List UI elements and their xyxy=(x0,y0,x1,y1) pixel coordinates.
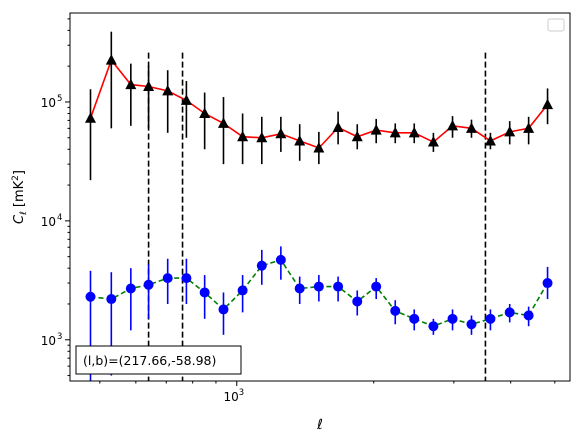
vlines-layer xyxy=(147,52,487,381)
data-point-triangle xyxy=(275,127,287,139)
y-tick-label-base: 10 xyxy=(41,215,56,229)
data-point-circle xyxy=(162,273,173,284)
data-point-circle xyxy=(523,310,534,321)
y-tick-label-exponent: 5 xyxy=(57,94,62,104)
y-tick-label: 10 5 xyxy=(41,94,63,110)
data-point-circle xyxy=(275,254,286,265)
data-point-triangle xyxy=(199,107,211,118)
y-tick-label-exponent: 3 xyxy=(57,332,62,342)
data-point-circle xyxy=(237,285,248,296)
data-point-triangle xyxy=(465,122,477,133)
data-point-circle xyxy=(504,307,515,318)
x-tick-label: 10 3 xyxy=(223,388,244,404)
x-tick-label-base: 10 xyxy=(223,390,238,404)
data-point-circle xyxy=(466,319,477,330)
y-axis-label: Cℓ [mK2] xyxy=(11,170,29,224)
data-point-circle xyxy=(106,294,117,305)
data-point-circle xyxy=(390,305,401,316)
y-tick-label: 10 3 xyxy=(41,332,63,348)
y-tick-label-base: 10 xyxy=(41,96,56,110)
data-point-circle xyxy=(256,260,267,271)
data-point-triangle xyxy=(217,117,229,128)
data-point-triangle xyxy=(484,134,496,146)
data-point-circle xyxy=(485,313,496,324)
data-point-triangle xyxy=(180,94,192,105)
data-point-circle xyxy=(352,296,363,307)
data-point-circle xyxy=(409,313,420,324)
data-point-triangle xyxy=(332,121,344,132)
series-2 xyxy=(85,246,553,381)
annotation-text: (l,b)=(217.66,-58.98) xyxy=(83,353,216,368)
data-point-circle xyxy=(218,304,229,315)
data-point-triangle xyxy=(370,124,382,135)
data-point-circle xyxy=(447,313,458,324)
data-point-circle xyxy=(294,283,305,294)
series-1 xyxy=(84,31,554,181)
data-point-circle xyxy=(428,321,439,332)
annotation-box-frame xyxy=(75,345,242,375)
y-tick-label-exponent: 4 xyxy=(57,213,62,223)
data-point-triangle xyxy=(504,125,516,137)
data-point-circle xyxy=(85,291,96,302)
data-point-triangle xyxy=(523,122,535,133)
data-point-triangle xyxy=(294,134,306,146)
data-point-triangle xyxy=(447,119,459,131)
data-point-circle xyxy=(143,279,154,290)
data-point-circle xyxy=(313,281,324,292)
series-layer xyxy=(84,31,554,381)
data-point-circle xyxy=(333,281,344,292)
data-point-triangle xyxy=(143,80,155,91)
data-point-triangle xyxy=(105,54,117,65)
y-tick-label: 10 4 xyxy=(41,213,63,229)
annotation-box: (l,b)=(217.66,-58.98) xyxy=(75,345,242,375)
data-point-triangle xyxy=(389,126,401,138)
data-point-circle xyxy=(199,287,210,298)
data-point-triangle xyxy=(351,130,363,142)
x-axis-label: ℓ xyxy=(316,417,323,433)
data-point-triangle xyxy=(237,130,249,142)
data-point-triangle xyxy=(125,78,137,90)
data-point-circle xyxy=(371,281,382,292)
ticks-layer xyxy=(65,18,556,386)
plot-frame xyxy=(69,12,571,382)
data-point-triangle xyxy=(313,142,325,153)
svg-text:Cℓ [mK2]: Cℓ [mK2] xyxy=(11,170,29,224)
data-point-triangle xyxy=(162,84,174,96)
data-point-triangle xyxy=(427,136,439,147)
data-point-circle xyxy=(181,273,192,284)
data-point-triangle xyxy=(542,98,554,110)
x-tick-label-exponent: 3 xyxy=(239,388,244,398)
data-point-triangle xyxy=(256,131,268,143)
data-point-circle xyxy=(542,278,553,289)
data-point-circle xyxy=(125,283,136,294)
y-tick-label-base: 10 xyxy=(41,334,56,348)
data-point-triangle xyxy=(84,112,96,123)
legend-box xyxy=(547,18,565,32)
data-point-triangle xyxy=(408,126,420,138)
